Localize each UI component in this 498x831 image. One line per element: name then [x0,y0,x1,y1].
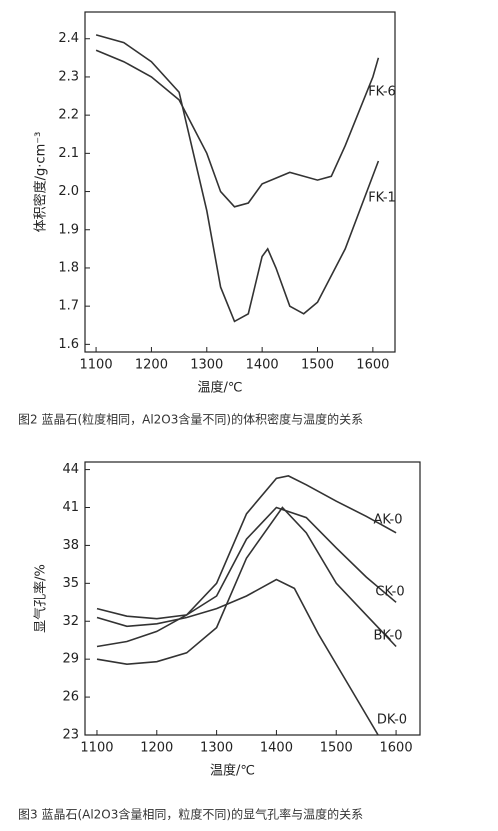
plot-frame [84,11,396,353]
x-tick-label: 1100 [80,741,113,756]
y-tick-label: 2.4 [58,31,79,46]
x-tick-label: 1300 [200,741,233,756]
figure-caption: 图2 蓝晶石(粒度相同，Al2O3含量不同)的体积密度与温度的关系 [18,412,363,427]
y-tick-label: 32 [62,614,79,629]
series-line [96,578,379,736]
y-tick-label: 29 [62,652,79,667]
y-tick-label: 41 [62,500,79,515]
x-tick-label: 1200 [135,358,168,373]
y-tick-label: 1.6 [58,337,79,352]
series-label: FK-1 [368,191,396,206]
series-label: BK-0 [373,629,402,644]
series-line [95,49,380,208]
y-tick-label: 1.9 [58,222,79,237]
series-line [96,506,397,666]
y-tick-label: 26 [62,690,79,705]
y-tick-label: 1.7 [58,299,79,314]
x-axis-label: 温度/℃ [198,380,243,396]
x-tick-label: 1600 [380,741,413,756]
y-tick-label: 23 [62,728,79,743]
y-tick-label: 2.2 [58,108,79,123]
series-line [96,475,397,648]
series-label: DK-0 [377,713,407,728]
x-tick-label: 1600 [356,358,389,373]
y-axis-label: 体积密度/g·cm⁻³ [33,132,49,233]
x-tick-label: 1300 [190,358,223,373]
x-axis-label: 温度/℃ [210,763,255,779]
series-label: AK-0 [373,513,402,528]
y-tick-label: 35 [62,576,79,591]
series-line [95,34,380,323]
x-tick-label: 1400 [246,358,279,373]
series-line [96,506,397,620]
y-tick-label: 2.1 [58,146,79,161]
y-tick-label: 2.3 [58,69,79,84]
y-tick-label: 38 [62,538,79,553]
x-tick-label: 1500 [320,741,353,756]
y-axis-label: 显气孔率/% [33,564,49,633]
y-tick-label: 2.0 [58,184,79,199]
series-label: CK-0 [375,585,404,600]
x-tick-label: 1200 [140,741,173,756]
plot-frame [84,461,421,736]
y-tick-label: 1.8 [58,260,79,275]
x-tick-label: 1400 [260,741,293,756]
y-tick-label: 44 [62,462,79,477]
series-label: FK-6 [368,85,396,100]
x-tick-label: 1100 [80,358,113,373]
figure-caption: 图3 蓝晶石(Al2O3含量相同，粒度不同)的显气孔率与温度的关系 [18,807,363,822]
x-tick-label: 1500 [301,358,334,373]
